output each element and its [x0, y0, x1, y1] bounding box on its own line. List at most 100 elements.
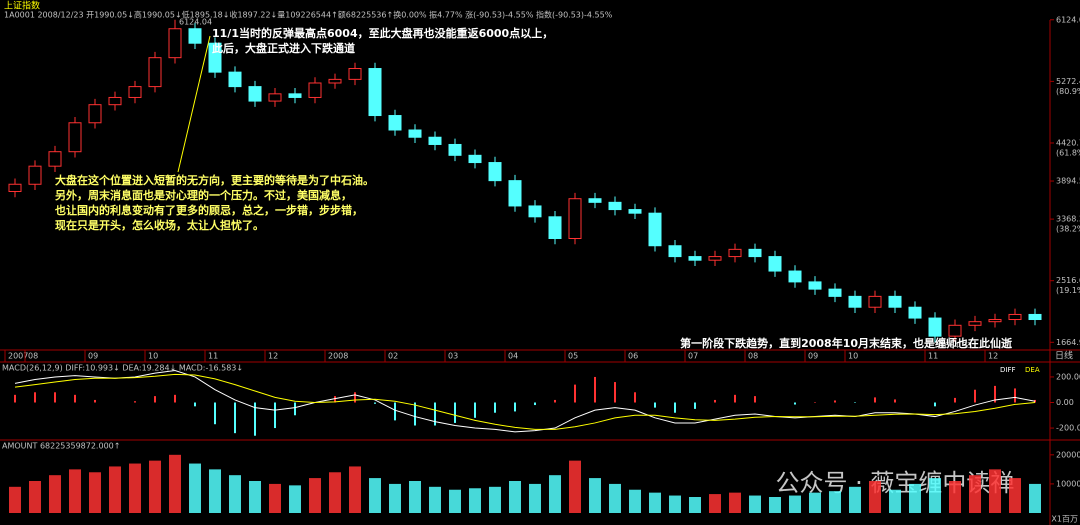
volume-bar	[1029, 483, 1041, 513]
candle-body	[368, 68, 382, 117]
volume-bar	[409, 481, 421, 513]
volume-bar	[589, 478, 601, 513]
volume-bar	[429, 486, 441, 513]
volume-bar	[349, 466, 361, 513]
volume-bar	[209, 469, 221, 513]
volume-bar	[689, 497, 701, 513]
candle-body	[128, 86, 142, 98]
volume-bar	[869, 481, 881, 513]
candle-body	[1008, 313, 1022, 321]
candle-body	[628, 209, 642, 214]
peak-label: 6124.04	[179, 17, 212, 26]
volume-unit: X1百万	[1051, 515, 1078, 524]
x-tick-label: 11	[208, 352, 218, 361]
candle-body	[648, 212, 662, 247]
candle-body	[108, 96, 122, 106]
volume-bar	[449, 489, 461, 513]
volume-bar	[829, 491, 841, 513]
macd-line	[14, 370, 1036, 433]
volume-bar	[729, 492, 741, 513]
volume-bar	[69, 469, 81, 513]
candle-body	[728, 248, 742, 258]
volume-bar	[169, 454, 181, 513]
period-label: 日线	[1055, 350, 1073, 362]
y-tick-label: 4420.7	[1056, 138, 1080, 147]
volume-bar	[129, 463, 141, 513]
quote-header: 1A0001 2008/12/23 开1990.05↓高1990.05↓低189…	[4, 10, 613, 20]
volume-bar	[49, 475, 61, 513]
y-tick-label: 1664.9	[1056, 338, 1080, 347]
candle-body	[668, 245, 682, 258]
volume-bar	[529, 483, 541, 513]
y-tick-label: 0.00	[1056, 398, 1074, 407]
volume-bar	[629, 489, 641, 513]
volume-bar	[1009, 478, 1021, 513]
volume-bar	[849, 486, 861, 513]
candle-body	[548, 216, 562, 240]
macd-line	[14, 373, 1036, 430]
x-tick-label: 11	[928, 352, 938, 361]
volume-bar	[309, 478, 321, 513]
candle-body	[348, 68, 362, 80]
annotation: 现在只是开头，怎么收场，太让人担忧了。	[55, 218, 264, 232]
candle-body	[288, 93, 302, 98]
candle-body	[948, 324, 962, 337]
volume-bar	[929, 478, 941, 513]
x-tick-label: 09	[808, 352, 818, 361]
ratio-label: (80.9%)	[1056, 87, 1080, 96]
volume-header: AMOUNT 68225359872.000↑	[2, 442, 120, 451]
candle-body	[508, 180, 522, 207]
x-tick-label: 2008	[328, 352, 348, 361]
volume-bar	[189, 463, 201, 513]
x-tick-label: 12	[268, 352, 278, 361]
volume-bar	[569, 460, 581, 513]
candle-body	[208, 42, 222, 73]
candle-body	[968, 321, 982, 326]
annotation-pointer	[177, 35, 211, 173]
volume-bar	[329, 472, 341, 513]
volume-bar	[89, 472, 101, 513]
volume-bar	[109, 466, 121, 513]
volume-bar	[669, 495, 681, 513]
x-tick-label: 07	[688, 352, 698, 361]
x-tick-label: 02	[388, 352, 398, 361]
low-label: 1664.93	[939, 341, 972, 350]
annotation: 另外，周末消息面也是对心理的一个压力。不过，美国减息，	[55, 188, 352, 202]
candle-body	[388, 115, 402, 131]
macd-header: MACD(26,12,9) DIFF:10.993↓ DEA:19.284↓ M…	[2, 364, 243, 373]
x-tick-label: 05	[568, 352, 578, 361]
candle-body	[68, 122, 82, 153]
volume-bar	[909, 483, 921, 513]
x-tick-label: 06	[628, 352, 638, 361]
volume-bar	[969, 475, 981, 513]
volume-bar	[369, 478, 381, 513]
y-tick-label: 200.00	[1056, 372, 1080, 381]
volume-bar	[549, 475, 561, 513]
candle-body	[708, 256, 722, 261]
y-tick-label: 3368.3	[1056, 215, 1080, 224]
volume-bar	[809, 492, 821, 513]
candle-body	[748, 248, 762, 258]
x-tick-label: 04	[508, 352, 518, 361]
volume-bar	[749, 495, 761, 513]
legend-entry: DIFF	[1000, 366, 1016, 374]
annotation: 此后，大盘正式进入下跌通道	[212, 41, 355, 55]
volume-bar	[289, 485, 301, 513]
ratio-label: (19.1%)	[1056, 286, 1080, 295]
volume-bar	[489, 486, 501, 513]
candle-body	[8, 183, 22, 192]
candle-body	[228, 71, 242, 88]
x-tick-label: 12	[988, 352, 998, 361]
volume-bar	[249, 481, 261, 513]
x-tick-label: 08	[28, 352, 38, 361]
volume-bar	[949, 481, 961, 513]
candle-body	[688, 256, 702, 261]
volume-bar	[269, 483, 281, 513]
volume-bar	[469, 488, 481, 513]
y-tick-label: 3894.5	[1056, 177, 1080, 186]
volume-bar	[889, 489, 901, 513]
annotation: 11/1当时的反弹最高点6004，至此大盘再也没能重返6000点以上，	[212, 26, 553, 40]
volume-bar	[389, 483, 401, 513]
